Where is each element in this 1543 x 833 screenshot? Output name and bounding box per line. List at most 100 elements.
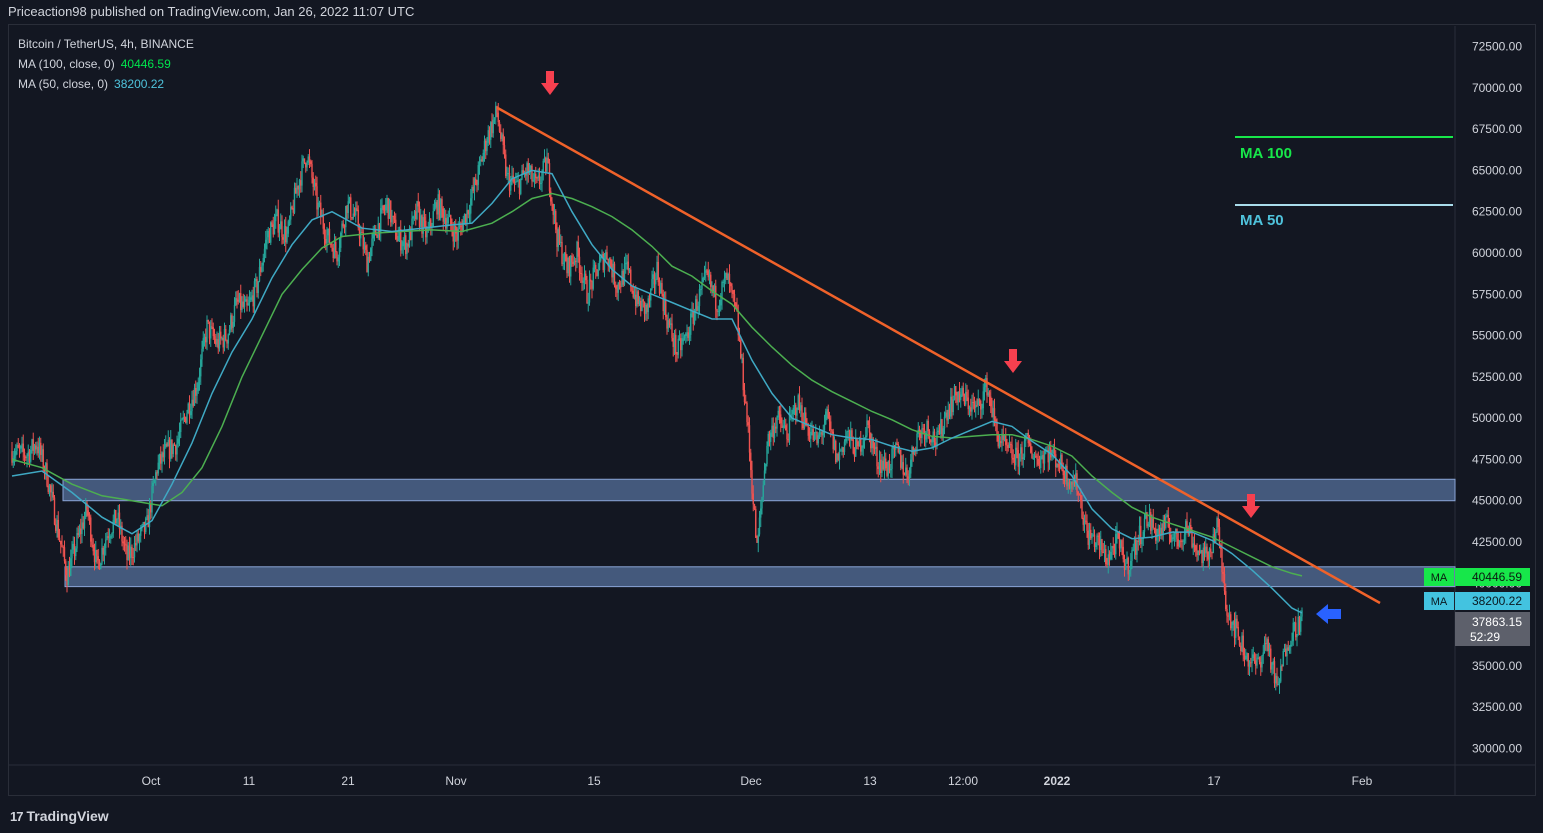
candle-body xyxy=(326,235,328,244)
candle-body xyxy=(1092,534,1094,536)
candle-body xyxy=(48,485,51,492)
candle-body xyxy=(343,226,346,228)
candle-body xyxy=(368,256,371,261)
candle-body xyxy=(847,430,849,432)
candle-body xyxy=(338,247,341,258)
candle-body xyxy=(70,558,72,576)
candle-body xyxy=(350,197,352,218)
candle-body xyxy=(648,298,651,301)
candle-body xyxy=(718,305,721,311)
candle-body xyxy=(365,245,367,250)
candle-body xyxy=(607,258,609,266)
candle-body xyxy=(65,561,67,576)
candle-body xyxy=(697,306,699,311)
candle-body xyxy=(203,336,206,339)
candle-body xyxy=(758,517,761,535)
candle-body xyxy=(442,208,444,222)
candle-body xyxy=(710,274,712,287)
legend-ma100[interactable]: MA (100, close, 0) 40446.59 xyxy=(18,54,194,74)
candle-body xyxy=(605,252,607,260)
candle-body xyxy=(926,420,928,433)
candle-body xyxy=(700,288,702,290)
candle-body xyxy=(496,106,498,113)
x-tick-label: 13 xyxy=(863,774,877,788)
candle-body xyxy=(850,430,852,441)
candle-body xyxy=(573,260,576,264)
candle-body xyxy=(1242,635,1244,656)
candle-body xyxy=(772,425,774,439)
blue-arrow-icon xyxy=(1316,604,1341,624)
candle-body xyxy=(956,395,958,403)
candle-body xyxy=(781,423,783,428)
candle-body xyxy=(1232,620,1234,625)
candle-body xyxy=(1007,445,1009,448)
candle-body xyxy=(1103,548,1106,553)
candle-body xyxy=(458,225,461,229)
candle-body xyxy=(376,235,378,238)
candle-body xyxy=(1216,518,1218,532)
candle-body xyxy=(352,213,354,219)
candle-body xyxy=(256,278,258,293)
candle-body xyxy=(568,257,571,277)
candle-body xyxy=(298,180,301,190)
candle-body xyxy=(798,395,801,411)
candle-body xyxy=(691,310,693,314)
legend-ma50[interactable]: MA (50, close, 0) 38200.22 xyxy=(18,74,194,94)
candle-body xyxy=(777,410,779,418)
y-tick-label: 72500.00 xyxy=(1472,40,1522,54)
candle-body xyxy=(131,546,133,558)
x-tick-label: Oct xyxy=(142,774,161,788)
candle-body xyxy=(900,449,902,468)
candle-body xyxy=(196,390,198,396)
candle-body xyxy=(406,243,408,255)
candle-body xyxy=(890,468,892,471)
candle-body xyxy=(801,405,803,422)
candle-body xyxy=(562,262,564,264)
candle-body xyxy=(756,537,758,543)
candle-body xyxy=(507,173,509,175)
candle-body xyxy=(323,228,326,239)
candle-body xyxy=(1201,550,1203,564)
candle-body xyxy=(1218,527,1221,546)
candle-body xyxy=(1081,501,1083,518)
legend-symbol[interactable]: Bitcoin / TetherUS, 4h, BINANCE xyxy=(18,37,194,51)
candle-body xyxy=(1176,528,1178,540)
candle-body xyxy=(585,273,587,281)
candle-body xyxy=(882,460,884,470)
candle-body xyxy=(150,503,152,513)
candle-body xyxy=(251,295,253,298)
candle-body xyxy=(261,265,263,272)
candle-body xyxy=(726,272,728,280)
candle-body xyxy=(1055,454,1057,468)
candle-body xyxy=(1173,533,1176,538)
candle-body xyxy=(1203,547,1206,554)
tradingview-logo-icon[interactable]: 17 xyxy=(10,809,24,824)
candle-body xyxy=(506,173,508,177)
candle-body xyxy=(587,302,589,304)
candle-body xyxy=(860,437,862,452)
price-chart[interactable]: 72500.00 70000.00 67500.00 65000.00 62500.00… xyxy=(0,0,1543,800)
candle-body xyxy=(1182,540,1184,542)
candle-body xyxy=(363,245,366,250)
candle-body xyxy=(1210,548,1212,553)
candle-body xyxy=(961,387,963,395)
y-tick-label: 30000.00 xyxy=(1472,741,1522,755)
candle-body xyxy=(361,232,363,234)
candle-body xyxy=(401,246,403,251)
ma100-price-tag[interactable]: MA 40446.59 xyxy=(1424,568,1530,586)
candle-body xyxy=(322,215,324,229)
candle-body xyxy=(1180,540,1182,542)
candle-body xyxy=(750,452,752,471)
candle-body xyxy=(936,431,938,447)
candle-body xyxy=(1096,535,1098,543)
candle-body xyxy=(1166,514,1168,517)
candle-body xyxy=(800,405,802,411)
ma50-price-tag[interactable]: MA 38200.22 xyxy=(1424,592,1530,610)
candle-body xyxy=(805,412,807,426)
candle-body xyxy=(170,439,172,459)
candle-body xyxy=(450,215,452,226)
candle-body xyxy=(830,421,832,430)
candle-body xyxy=(1200,550,1202,554)
candle-body xyxy=(302,158,304,162)
tradingview-brand[interactable]: TradingView xyxy=(26,808,109,824)
